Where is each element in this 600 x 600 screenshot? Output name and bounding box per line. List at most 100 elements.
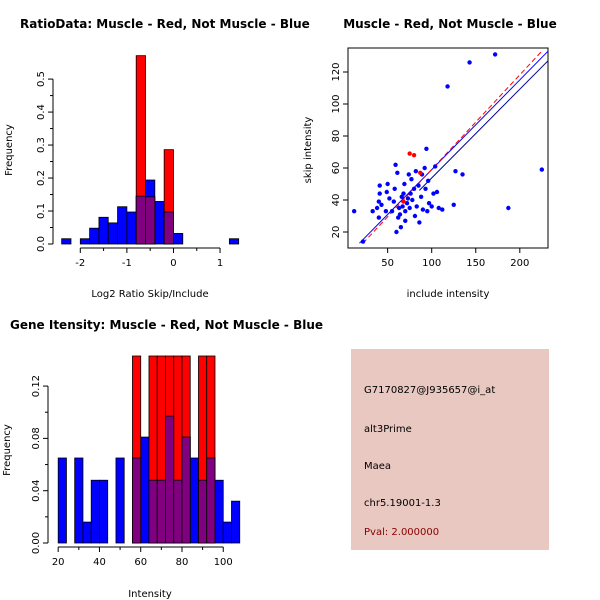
histogram-bar-not-muscle (222, 521, 232, 544)
scatter-point-not-muscle (405, 196, 411, 201)
scatter-point-not-muscle (403, 209, 408, 214)
scatter-point-not-muscle (385, 181, 390, 187)
location-label: chr5.19001-1.3 (364, 498, 441, 509)
scatter-point-muscle (418, 170, 423, 175)
histogram-bar-not-muscle (173, 233, 184, 245)
histogram-bar-overlap (132, 457, 142, 544)
x-tick-label: 60 (134, 557, 147, 568)
histogram-bar-not-muscle (189, 457, 199, 544)
scatter-point-not-muscle (429, 204, 434, 209)
scatter-point-not-muscle (396, 215, 401, 220)
scatter-point-not-muscle (433, 164, 438, 169)
scatter-point-not-muscle (399, 194, 404, 199)
histogram-bar-not-muscle (140, 436, 150, 544)
scatter-point-not-muscle (407, 205, 412, 211)
pval-label: Pval: 2.000000 (364, 527, 440, 538)
histogram-bar-not-muscle (126, 211, 137, 245)
scatter-point-not-muscle (426, 201, 432, 206)
scatter-point-not-muscle (389, 209, 395, 214)
info-panel: G7170827@J935657@i_at alt3Prime Maea chr… (351, 349, 549, 550)
x-tick-label: 150 (466, 258, 485, 269)
scatter-point-not-muscle (418, 194, 424, 199)
fit-line-muscle-fit (362, 50, 543, 244)
histogram-bar-not-muscle (117, 206, 128, 245)
scatter-point-not-muscle (377, 191, 382, 196)
histogram-bar-not-muscle (214, 479, 224, 544)
scatter-point-not-muscle (403, 218, 408, 223)
y-tick-label: 20 (331, 226, 342, 239)
x-tick-label: 40 (93, 557, 106, 568)
scatter-point-not-muscle (392, 186, 397, 191)
chart-title: RatioData: Muscle - Red, Not Muscle - Bl… (20, 17, 310, 31)
scatter-point-not-muscle (395, 170, 400, 175)
x-tick-label: 50 (381, 258, 394, 269)
scatter-point-not-muscle (360, 239, 366, 244)
scatter-point-not-muscle (434, 189, 440, 195)
scatter-point-not-muscle (393, 162, 398, 167)
histogram-bar-not-muscle (74, 457, 84, 544)
y-axis-label: skip intensity (303, 117, 314, 184)
histogram-bar-overlap (148, 479, 158, 544)
scatter-point-muscle (411, 153, 417, 158)
scatter-point-not-muscle (404, 201, 410, 206)
histogram-bar-overlap (206, 457, 216, 544)
histogram-bar-overlap (165, 415, 175, 544)
scatter-point-not-muscle (351, 209, 357, 214)
x-tick-label: 80 (176, 557, 189, 568)
y-tick-label: 0.2 (36, 170, 47, 186)
scatter-point-not-muscle (492, 52, 498, 57)
histogram-bar-not-muscle (115, 457, 125, 544)
x-tick-label: -1 (122, 258, 132, 269)
scatter-point-not-muscle (410, 197, 415, 203)
histogram-bar-not-muscle (231, 500, 241, 544)
histogram-bar-not-muscle (228, 238, 240, 245)
scatter-point-not-muscle (411, 186, 417, 191)
scatter-point-not-muscle (383, 209, 389, 214)
histogram-bar-not-muscle (98, 216, 109, 245)
fit-line-not-muscle-fit (419, 60, 549, 191)
gene-name-label: Maea (364, 461, 392, 472)
scatter-point-not-muscle (422, 165, 427, 171)
scatter-point-not-muscle (409, 177, 414, 182)
scatter-point-not-muscle (377, 183, 382, 188)
scatter-point-not-muscle (425, 209, 430, 214)
y-tick-label: 120 (331, 62, 342, 81)
scatter-point-not-muscle (424, 146, 429, 151)
histogram-bar-not-muscle (61, 238, 72, 245)
scatter-point-not-muscle (440, 207, 445, 212)
scatter-point-not-muscle (423, 186, 428, 191)
fit-line-identity (359, 50, 549, 244)
histogram-bar-overlap (156, 479, 166, 544)
histogram-bar-overlap (145, 196, 156, 245)
scatter-point-not-muscle (376, 199, 382, 204)
y-tick-label: 0.0 (36, 236, 47, 252)
x-tick-label: 100 (214, 557, 233, 568)
y-tick-label: 0.00 (31, 532, 42, 554)
histogram-bar-overlap (198, 479, 208, 544)
histogram-bar-not-muscle (82, 521, 92, 544)
y-tick-label: 60 (331, 162, 342, 175)
y-tick-label: 0.1 (36, 203, 47, 219)
scatter-point-not-muscle (391, 199, 397, 204)
scatter-point-not-muscle (413, 169, 419, 174)
chart-title: Muscle - Red, Not Muscle - Blue (343, 17, 557, 31)
histogram-bar-not-muscle (79, 238, 91, 245)
scatter-point-not-muscle (396, 205, 402, 211)
scatter-point-not-muscle (397, 212, 403, 217)
histogram-bar-overlap (173, 479, 183, 544)
x-tick-label: 200 (510, 258, 529, 269)
y-tick-label: 100 (331, 94, 342, 113)
scatter-point-not-muscle (402, 181, 407, 187)
scatter-point-not-muscle (387, 196, 392, 201)
scatter-point-not-muscle (370, 209, 375, 214)
scatter-point-not-muscle (436, 205, 441, 211)
scatter-point-not-muscle (379, 202, 384, 207)
y-tick-label: 80 (331, 130, 342, 143)
x-axis-label: include intensity (407, 289, 490, 300)
y-tick-label: 0.12 (31, 375, 42, 397)
histogram-bar-not-muscle (57, 457, 67, 544)
scatter-point-not-muscle (460, 172, 465, 177)
scatter-point-not-muscle (374, 205, 380, 211)
x-axis-label: Intensity (128, 589, 172, 600)
histogram-bar-not-muscle (154, 201, 165, 245)
